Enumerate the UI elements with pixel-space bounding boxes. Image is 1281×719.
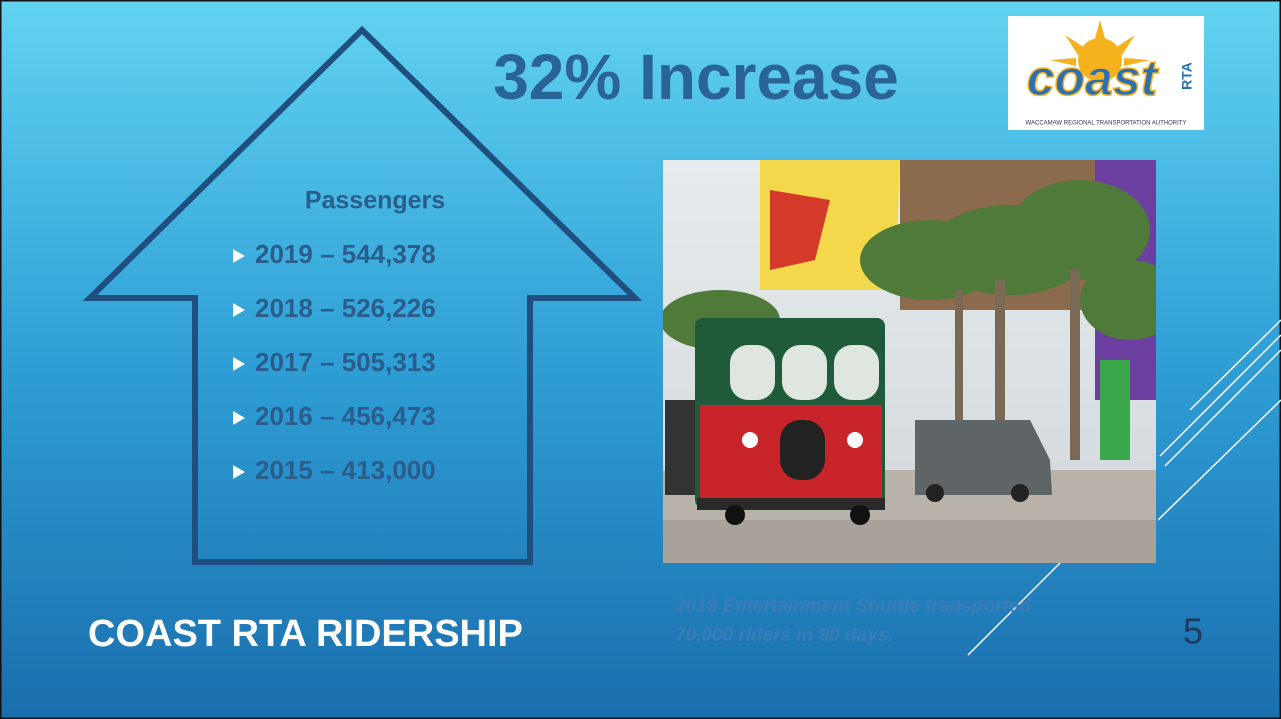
list-item: 2016 – 456,473 bbox=[255, 401, 436, 431]
logo-badge: RTA bbox=[1179, 62, 1195, 90]
bullet bbox=[233, 303, 245, 317]
passenger-list: 2019 – 544,378 2018 – 526,226 2017 – 505,3… bbox=[233, 239, 436, 485]
caption-line: 70,000 riders in 90 days. bbox=[675, 625, 894, 646]
logo-tagline: WACCAMAW REGIONAL TRANSPORTATION AUTHORI… bbox=[1026, 121, 1187, 127]
bullet bbox=[233, 357, 245, 371]
up-arrow bbox=[82, 25, 643, 565]
slide-title: 32% Increase bbox=[493, 41, 899, 113]
logo: coast RTA WACCAMAW REGIONAL TRANSPORTATI… bbox=[1008, 16, 1204, 130]
list-heading: Passengers bbox=[305, 187, 445, 215]
decor-lines bbox=[967, 319, 1281, 656]
footer-title: COAST RTA RIDERSHIP bbox=[88, 613, 523, 655]
bullet bbox=[233, 411, 245, 425]
caption-line: 2019 Entertainment Shuttle transported bbox=[674, 596, 1031, 617]
list-item: 2015 – 413,000 bbox=[255, 455, 436, 485]
list-item: 2017 – 505,313 bbox=[255, 347, 436, 377]
bullet bbox=[233, 249, 245, 263]
bullet bbox=[233, 465, 245, 479]
photo bbox=[663, 160, 1156, 563]
logo-text: coast bbox=[1027, 50, 1160, 106]
list-item: 2018 – 526,226 bbox=[255, 293, 436, 323]
page-number: 5 bbox=[1183, 611, 1203, 652]
list-item: 2019 – 544,378 bbox=[255, 239, 436, 269]
